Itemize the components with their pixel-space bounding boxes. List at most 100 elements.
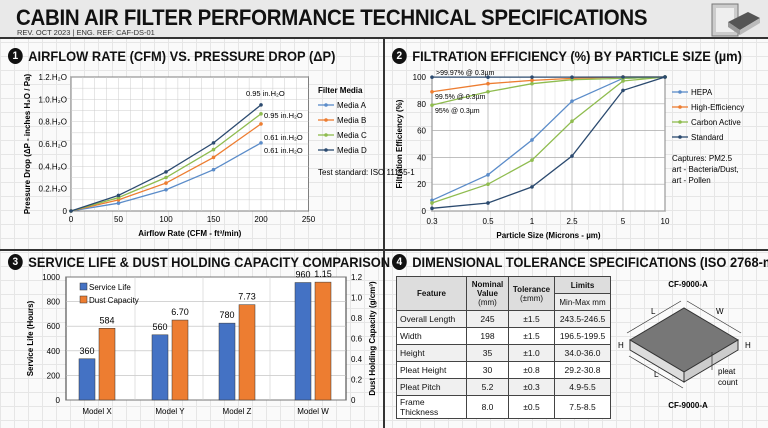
table-cell: ±0.8 [508,361,555,379]
tolerance-table: Feature Nominal Value (mm) Tolerance (±mm)… [396,276,611,419]
table-cell: ±1.5 [508,327,555,345]
table-cell: 4.9-5.5 [554,378,611,396]
data-point [259,141,263,145]
x-tick-label: 150 [207,215,221,224]
y-tick-label: 0 [422,207,427,216]
x-tick-label: Model X [82,407,112,416]
y2-tick-label: 0.6 [351,335,363,344]
table-cell: Pleat Height [396,361,467,379]
bar-service-life [151,334,169,401]
data-point [570,119,574,124]
data-point [430,201,434,205]
x-tick-label: 250 [302,215,316,224]
y-tick-label: 0 [63,207,68,216]
test-standard-note: Test standard: ISO 11155-1 [318,168,415,177]
bar-service-life [78,358,96,401]
data-point [621,79,625,83]
table-cell: Height [396,344,467,362]
data-point [570,99,574,103]
page-subtitle: REV. OCT 2023 | ENG. REF: CAF-DS-01 [17,28,155,37]
y-axis-label: Filtration Efficiency (%) [395,99,404,188]
data-point [211,155,216,160]
x-tick-label: 0.3 [426,217,438,226]
y-tick-label: 60 [417,127,426,136]
data-point [259,112,263,116]
y-tick-label: 40 [417,153,426,162]
x-tick-label: Model W [297,407,329,416]
legend-marker [678,120,682,124]
data-annotation: 95% @ 0.3µm [435,108,480,115]
data-point [530,75,534,79]
bar-value-label: 960 [295,270,310,280]
data-point [259,122,263,126]
y-axis-label: Service Life (Hours) [26,300,35,376]
y-tick-label: 600 [47,322,61,331]
filter-product-image [711,3,760,37]
x-tick-label: 100 [159,215,173,224]
bar-value-label: 780 [219,310,234,320]
legend-marker [324,133,328,137]
table-row: Width 198 ±1.5 196.5-199.5 [396,327,611,345]
data-point [211,147,216,152]
table-cell: 35 [466,344,509,362]
y2-tick-label: 0 [351,396,356,405]
captures-note: Captures: PM2.5 [672,154,733,163]
x-tick-label: 5 [621,217,626,226]
bar-value-label: 560 [152,322,167,332]
table-cell: ±1.0 [508,344,555,362]
y-tick-label: 0.4.H₂O [39,162,67,171]
panel-4-title: 4 DIMENSIONAL TOLERANCE SPECIFICATIONS (I… [392,254,768,270]
data-point [430,103,434,107]
legend-label: Carbon Active [691,118,741,127]
legend-label: High-Efficiency [691,103,744,112]
table-cell: Pleat Pitch [396,378,467,396]
x-tick-label: Model Z [223,407,252,416]
legend-label: Media D [337,146,367,155]
data-annotation: 0.95 in.H₂O [246,89,285,98]
y-tick-label: 0 [56,396,61,405]
table-cell: 196.5-199.5 [554,327,611,345]
captures-note: art - Bacteria/Dust, [672,165,739,174]
bar-value-label: 360 [79,346,94,356]
x-tick-label: 10 [661,217,670,226]
data-point [430,75,434,79]
data-annotation: 0.61 in.H₂O [264,146,303,155]
y-tick-label: 80 [417,100,426,109]
legend-marker [678,105,682,109]
data-annotation: 0.95 in.H₂O [264,111,303,120]
data-point [211,141,216,145]
series-line-carbon-active [431,76,666,106]
divider [383,39,385,428]
legend-label: Service Life [89,283,131,292]
data-point [486,201,490,205]
panel-1-title: 1 AIRFLOW RATE (CFM) VS. PRESSURE DROP (Δ… [8,48,335,64]
legend-label: Dust Capacity [89,296,139,305]
data-point [530,158,534,162]
data-point [430,89,434,94]
x-axis-label: Airflow Rate (CFM - ft³/min) [138,229,241,238]
captures-note: art - Pollen [672,176,711,185]
table-cell: Overall Length [396,310,467,328]
table-row: Overall Length 245 ±1.5 243.5-246.5 [396,310,611,328]
data-point [530,78,534,83]
x-tick-label: 0.5 [482,217,494,226]
data-point [116,201,121,205]
x-tick-label: 200 [254,215,268,224]
legend-marker [324,118,328,122]
header: CABIN AIR FILTER PERFORMANCE TECHNICAL S… [0,0,768,39]
table-cell: 30 [466,361,509,379]
y-tick-label: 1.2.H₂O [39,73,67,82]
y2-tick-label: 0.4 [351,355,363,364]
divider [0,249,768,251]
data-point [116,193,121,198]
table-cell: 34.0-36.0 [554,344,611,362]
data-point [570,154,574,158]
table-cell: 198 [466,327,509,345]
x-tick-label: 2.5 [566,217,578,226]
data-point [164,181,168,185]
panel-3-title: 3 SERVICE LIFE & DUST HOLDING CAPACITY CO… [8,254,390,270]
legend-marker [678,135,682,139]
col-nominal: Nominal Value (mm) [466,276,509,311]
legend-marker [324,103,328,107]
data-point [164,175,168,180]
